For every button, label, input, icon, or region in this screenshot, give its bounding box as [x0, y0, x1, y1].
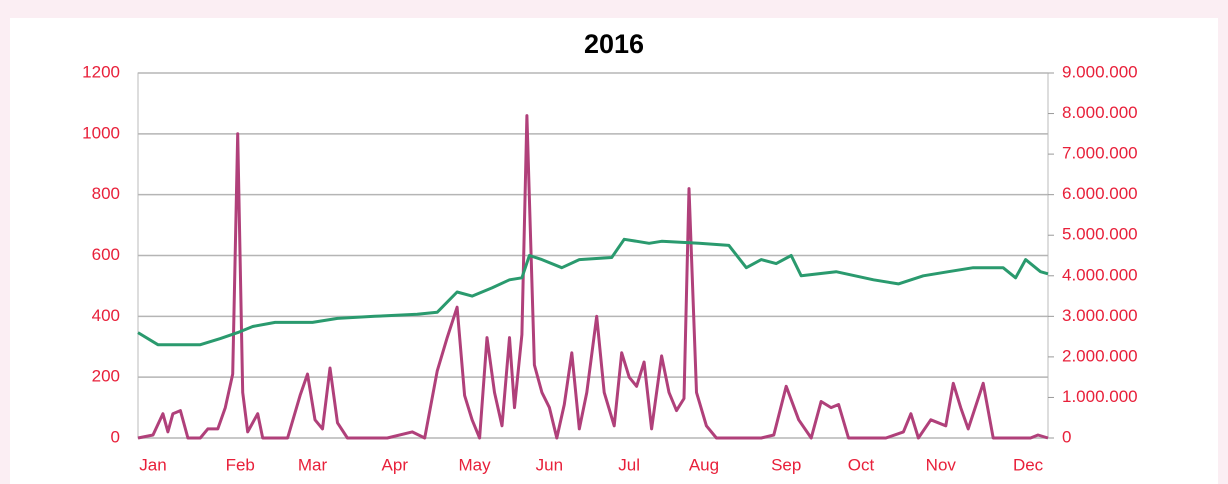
y-tick-label: 0 — [111, 427, 120, 446]
y2-tick-label: 7.000.000 — [1062, 144, 1138, 163]
x-tick-label: May — [459, 455, 492, 474]
x-tick-label: Jun — [536, 455, 563, 474]
y2-tick-label: 6.000.000 — [1062, 184, 1138, 203]
x-tick-label: Dec — [1013, 455, 1044, 474]
y-tick-label: 400 — [92, 306, 120, 325]
y2-tick-label: 8.000.000 — [1062, 103, 1138, 122]
series-line — [137, 237, 1049, 347]
y-tick-label: 1000 — [82, 123, 120, 142]
y-tick-label: 800 — [92, 184, 120, 203]
y2-tick-label: 4.000.000 — [1062, 265, 1138, 284]
y-tick-label: 200 — [92, 367, 120, 386]
x-tick-label: Mar — [298, 455, 328, 474]
x-tick-label: Sep — [771, 455, 801, 474]
chart-background — [10, 18, 1218, 484]
x-tick-label: Aug — [689, 455, 719, 474]
y2-tick-label: 2.000.000 — [1062, 346, 1138, 365]
chart-title: 2016 — [584, 29, 644, 59]
y2-tick-label: 5.000.000 — [1062, 225, 1138, 244]
y-tick-label: 1200 — [82, 62, 120, 81]
x-tick-label: Nov — [926, 455, 957, 474]
y2-tick-label: 9.000.000 — [1062, 62, 1138, 81]
y-tick-label: 600 — [92, 245, 120, 264]
y2-tick-label: 3.000.000 — [1062, 306, 1138, 325]
x-tick-label: Apr — [382, 455, 409, 474]
series-line — [137, 114, 1049, 440]
x-tick-label: Feb — [226, 455, 255, 474]
x-tick-label: Jan — [139, 455, 166, 474]
x-tick-label: Jul — [618, 455, 640, 474]
x-tick-label: Oct — [848, 455, 875, 474]
y2-tick-label: 0 — [1062, 427, 1071, 446]
y2-tick-label: 1.000.000 — [1062, 387, 1138, 406]
